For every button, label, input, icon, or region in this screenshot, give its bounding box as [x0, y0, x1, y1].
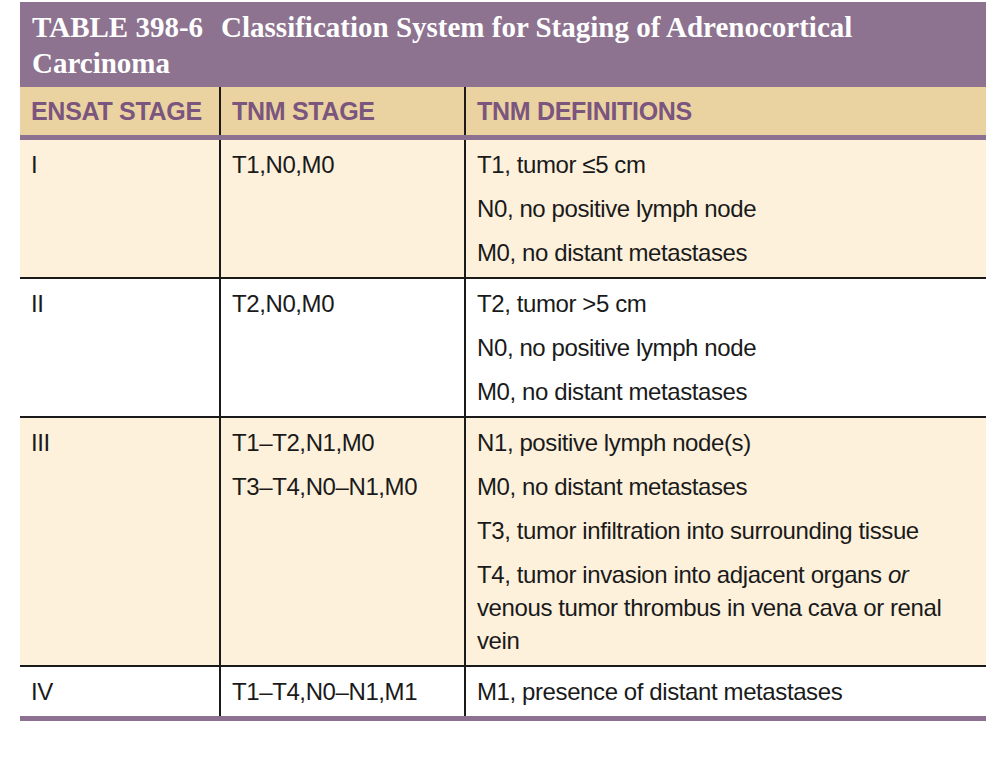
- tnm-stage-line: T1–T4,N0–N1,M1: [232, 675, 453, 708]
- t4-definition-post: venous tumor thrombus in vena cava or re…: [477, 594, 941, 654]
- cell-tnm-stage: T2,N0,M0: [219, 279, 464, 416]
- definition-line: T3, tumor infiltration into surrounding …: [477, 514, 975, 547]
- table-row-stage-iii: III T1–T2,N1,M0 T3–T4,N0–N1,M0 N1, posit…: [20, 416, 986, 665]
- definition-line: T2, tumor >5 cm: [477, 287, 975, 320]
- table-title-bar: TABLE 398-6Classification System for Sta…: [20, 2, 986, 87]
- staging-table: TABLE 398-6Classification System for Sta…: [20, 2, 986, 721]
- cell-ensat-stage: IV: [20, 667, 219, 716]
- tnm-stage-line: T1,N0,M0: [232, 148, 453, 181]
- cell-tnm-stage: T1–T4,N0–N1,M1: [219, 667, 464, 716]
- cell-tnm-definitions: T1, tumor ≤5 cm N0, no positive lymph no…: [464, 140, 986, 277]
- definition-line: M0, no distant metastases: [477, 236, 975, 269]
- ensat-stage-value: IV: [31, 675, 208, 708]
- ensat-stage-value: III: [31, 426, 208, 459]
- page: TABLE 398-6Classification System for Sta…: [0, 0, 986, 762]
- cell-tnm-definitions: T2, tumor >5 cm N0, no positive lymph no…: [464, 279, 986, 416]
- definition-line: N0, no positive lymph node: [477, 192, 975, 225]
- column-header-row: ENSAT STAGE TNM STAGE TNM DEFINITIONS: [20, 87, 986, 135]
- definition-line: M0, no distant metastases: [477, 470, 975, 503]
- table-row-stage-ii: II T2,N0,M0 T2, tumor >5 cm N0, no posit…: [20, 277, 986, 416]
- definition-line: N1, positive lymph node(s): [477, 426, 975, 459]
- definition-line: M0, no distant metastases: [477, 375, 975, 408]
- table-number-label: TABLE 398-6: [32, 11, 203, 43]
- cell-tnm-definitions: N1, positive lymph node(s) M0, no distan…: [464, 418, 986, 665]
- cell-ensat-stage: II: [20, 279, 219, 416]
- column-header-ensat-stage: ENSAT STAGE: [20, 87, 219, 135]
- definition-line: N0, no positive lymph node: [477, 331, 975, 364]
- definition-line: M1, presence of distant metastases: [477, 675, 975, 708]
- ensat-stage-value: II: [31, 287, 208, 320]
- table-bottom-rule: [20, 716, 986, 721]
- cell-ensat-stage: III: [20, 418, 219, 665]
- tnm-stage-line: T1–T2,N1,M0: [232, 426, 453, 459]
- column-header-tnm-definitions: TNM DEFINITIONS: [464, 87, 986, 135]
- cell-tnm-stage: T1,N0,M0: [219, 140, 464, 277]
- cell-tnm-definitions: M1, presence of distant metastases: [464, 667, 986, 716]
- table-row-stage-i: I T1,N0,M0 T1, tumor ≤5 cm N0, no positi…: [20, 140, 986, 277]
- t4-definition-italic-or: or: [888, 561, 909, 588]
- ensat-stage-value: I: [31, 148, 208, 181]
- tnm-stage-line: T2,N0,M0: [232, 287, 453, 320]
- t4-definition-pre: T4, tumor invasion into adjacent organs: [477, 561, 888, 588]
- definition-line: T1, tumor ≤5 cm: [477, 148, 975, 181]
- column-header-tnm-stage: TNM STAGE: [219, 87, 464, 135]
- tnm-stage-line: T3–T4,N0–N1,M0: [232, 470, 453, 503]
- cell-tnm-stage: T1–T2,N1,M0 T3–T4,N0–N1,M0: [219, 418, 464, 665]
- definition-line-t4: T4, tumor invasion into adjacent organs …: [477, 558, 975, 657]
- table-row-stage-iv: IV T1–T4,N0–N1,M1 M1, presence of distan…: [20, 665, 986, 716]
- cell-ensat-stage: I: [20, 140, 219, 277]
